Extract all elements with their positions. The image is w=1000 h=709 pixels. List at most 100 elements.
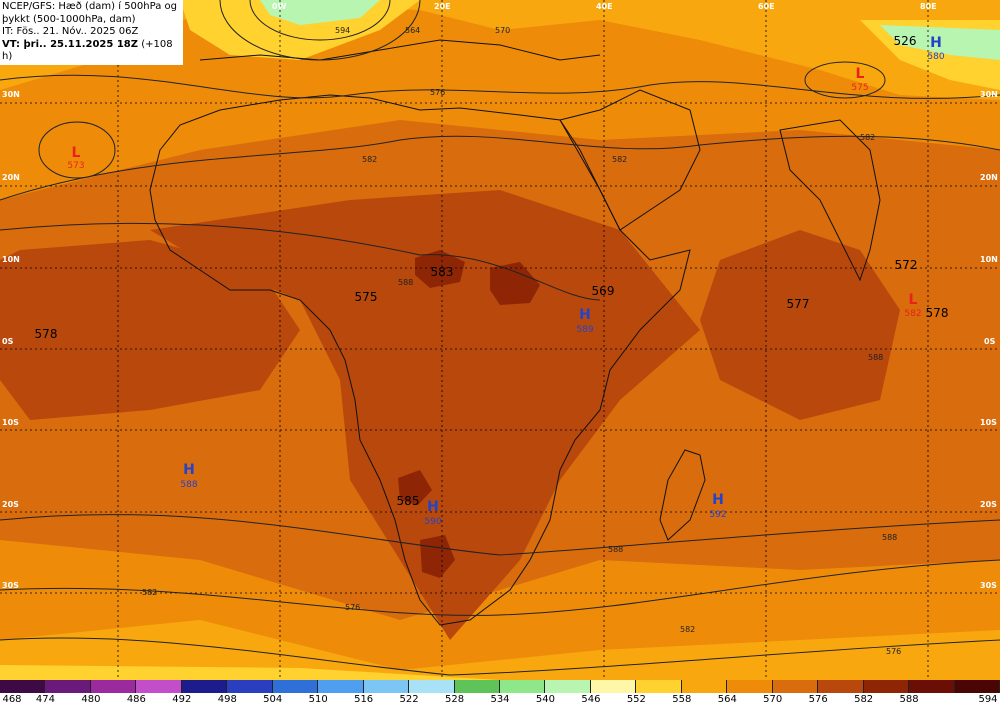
contour-label: 588 xyxy=(868,353,883,362)
legend-swatch xyxy=(954,680,1000,693)
thickness-fill-582d xyxy=(420,535,455,578)
legend-tick-label: 468 xyxy=(2,694,22,705)
legend-tick-label: 582 xyxy=(854,694,874,705)
legend-swatch xyxy=(818,680,864,693)
contour-label: 576 xyxy=(345,603,360,612)
legend-tick-label: 492 xyxy=(172,694,192,705)
lat-label-right: 10S xyxy=(980,418,997,427)
map-canvas: 594 564 570 576 582 588 582 582 588 576 … xyxy=(0,0,1000,680)
legend-swatch xyxy=(272,680,319,693)
thickness-labels: 578 575 583 569 577 572 578 585 526 xyxy=(35,34,949,508)
thickness-fill-582b xyxy=(490,262,540,305)
system-value: 588 xyxy=(180,480,197,490)
system-letter: H xyxy=(579,307,591,323)
contour-label-group: 594 564 570 576 582 588 582 582 588 576 … xyxy=(142,26,901,656)
thickness-label: 572 xyxy=(895,258,918,272)
lat-label-right: 30S xyxy=(980,581,997,590)
thickness-label: 583 xyxy=(431,265,454,279)
legend-ticks: 468 474 480 486 492 498 504 510 516 522 528 534 540 5… xyxy=(0,694,1000,708)
lon-label: 80E xyxy=(920,2,937,11)
legend-swatch xyxy=(227,680,273,693)
legend-swatch xyxy=(363,680,410,693)
lat-label-left: 20S xyxy=(2,500,19,509)
lat-label-left: 10N xyxy=(2,255,20,264)
system-value: 582 xyxy=(904,309,921,319)
legend-swatch xyxy=(45,680,91,693)
thickness-fill-582c xyxy=(398,470,432,505)
legend-swatch xyxy=(499,680,546,693)
system-letter: H xyxy=(712,492,724,508)
system-letter: L xyxy=(909,292,918,308)
lon-label: 0W xyxy=(272,2,287,11)
lat-label-right: 10N xyxy=(980,255,998,264)
thickness-label: 569 xyxy=(592,284,615,298)
coastline-arabia xyxy=(559,89,701,231)
legend-swatch xyxy=(772,680,819,693)
thickness-fill-552c xyxy=(0,665,500,680)
thickness-fill-546 xyxy=(880,25,1000,60)
legend-swatches xyxy=(0,680,1000,693)
system-value: 575 xyxy=(851,83,868,93)
height-contours xyxy=(0,0,1000,676)
thickness-label: 575 xyxy=(355,290,378,304)
contour-label: 576 xyxy=(430,88,445,97)
coastline-europe xyxy=(199,39,601,61)
system-letter: H xyxy=(427,499,439,515)
thickness-label: 585 xyxy=(397,494,420,508)
header-line-4: VT: þri.. 25.11.2025 18Z (+108 h) xyxy=(2,39,181,64)
system-value: 573 xyxy=(67,161,84,171)
lat-label-left: 20N xyxy=(2,173,20,182)
coastline-africa xyxy=(149,94,691,626)
system-letter: L xyxy=(856,66,865,82)
legend-tick-label: 474 xyxy=(35,694,55,705)
thickness-fill-576 xyxy=(150,190,700,640)
contour-label: 588 xyxy=(608,545,623,554)
legend-tick-label: 552 xyxy=(626,694,646,705)
contour-label: 582 xyxy=(612,155,627,164)
coastline-india xyxy=(779,119,881,282)
thickness-fill-558b xyxy=(0,620,1000,680)
lat-label-right: 0S xyxy=(984,337,996,346)
map-header: NCEP/GFS: Hæð (dam) í 500hPa og þykkt (5… xyxy=(0,0,183,65)
forecast-hour: (+108 h) xyxy=(2,38,173,63)
contour-label: 588 xyxy=(882,533,897,542)
system-value: 580 xyxy=(927,52,944,62)
legend-tick-label: 510 xyxy=(308,694,328,705)
contour-label: 576 xyxy=(886,647,901,656)
lon-label: 40E xyxy=(596,2,613,11)
thickness-fill-558 xyxy=(0,0,1000,100)
legend-swatch xyxy=(454,680,500,693)
legend-tick-label: 588 xyxy=(899,694,919,705)
legend-tick-label: 546 xyxy=(581,694,601,705)
legend-tick-label: 564 xyxy=(717,694,737,705)
contour-label: 564 xyxy=(405,26,420,35)
system-letter: H xyxy=(930,35,942,51)
contour-label: 582 xyxy=(860,133,875,142)
thickness-label: 577 xyxy=(787,297,810,311)
thickness-label: 526 xyxy=(894,34,917,48)
legend-tick-label: 522 xyxy=(399,694,419,705)
contour-label: 582 xyxy=(362,155,377,164)
legend-tick-label: 504 xyxy=(263,694,283,705)
legend-swatch xyxy=(636,680,682,693)
legend-tick-label: 528 xyxy=(444,694,465,705)
lat-label-right: 20N xyxy=(980,173,998,182)
legend-swatch xyxy=(0,680,46,693)
lat-label-left: 30N xyxy=(2,90,20,99)
legend-tick-label: 558 xyxy=(672,694,692,705)
lat-label-left: 30S xyxy=(2,581,19,590)
thickness-fill-582a xyxy=(415,250,465,288)
legend-tick-label: 498 xyxy=(217,694,237,705)
contour-label: 594 xyxy=(335,26,350,35)
contour-label: 582 xyxy=(142,588,157,597)
legend-tick-label: 480 xyxy=(81,694,101,705)
legend-swatch xyxy=(681,680,728,693)
legend-swatch xyxy=(318,680,364,693)
thickness-fill-576c xyxy=(700,230,900,420)
legend-swatch xyxy=(545,680,591,693)
axis-labels: 0W 20E 40E 60E 80E 30N 20N 10N 0S 10S 20… xyxy=(2,2,998,590)
legend-tick-label: 540 xyxy=(535,694,555,705)
pressure-systems: L 573 H 588 H 589 H 590 H 592 L 575 H 58… xyxy=(67,35,944,527)
coastline-madagascar xyxy=(659,449,706,541)
